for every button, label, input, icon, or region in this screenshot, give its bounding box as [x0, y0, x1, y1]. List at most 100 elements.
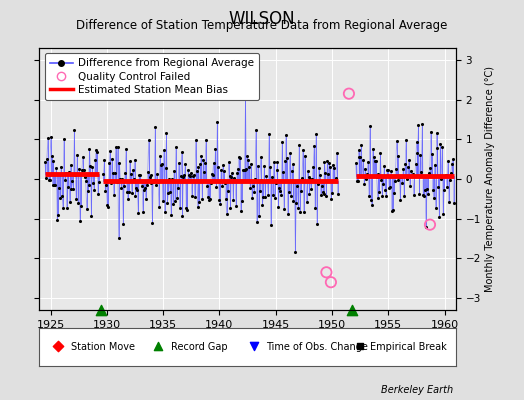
Point — [223, 188, 232, 194]
Point — [81, 174, 89, 180]
Point — [83, 188, 92, 194]
Text: Station Move: Station Move — [71, 342, 135, 352]
Point — [297, 187, 305, 194]
Point — [248, 195, 256, 201]
Point — [105, 160, 113, 166]
Point — [198, 196, 206, 202]
Point — [443, 184, 451, 190]
Point — [55, 184, 63, 191]
Point — [149, 178, 158, 185]
Point — [308, 175, 316, 182]
Point — [60, 136, 68, 142]
Point — [145, 137, 153, 143]
Point — [253, 218, 261, 225]
Point — [217, 167, 225, 174]
Point — [45, 177, 53, 183]
Point — [257, 176, 266, 183]
Point — [241, 166, 249, 173]
Point — [116, 176, 125, 182]
Point — [66, 198, 74, 205]
Point — [154, 178, 162, 185]
Point — [277, 192, 286, 198]
Point — [99, 170, 107, 177]
Point — [401, 161, 409, 167]
Point — [447, 161, 456, 167]
Point — [204, 194, 212, 201]
Point — [332, 175, 340, 182]
Point — [376, 150, 385, 156]
Point — [388, 208, 396, 214]
Point — [129, 176, 138, 182]
Point — [220, 168, 228, 174]
Point — [90, 187, 99, 194]
Point — [104, 204, 112, 210]
Point — [268, 174, 276, 180]
Point — [176, 205, 184, 211]
Point — [287, 193, 295, 200]
Point — [432, 129, 441, 136]
Point — [307, 186, 315, 192]
Point — [122, 146, 130, 152]
Point — [230, 174, 238, 181]
Point — [225, 173, 234, 180]
Point — [132, 185, 140, 191]
Point — [134, 210, 143, 216]
Point — [329, 162, 337, 168]
Point — [89, 180, 97, 187]
Point — [160, 208, 169, 215]
Point — [71, 171, 80, 178]
Point — [385, 185, 393, 192]
Point — [147, 180, 156, 186]
Point — [304, 174, 313, 180]
Point — [121, 170, 129, 176]
Point — [72, 196, 80, 203]
Point — [203, 183, 211, 190]
Point — [159, 198, 167, 204]
Point — [245, 164, 254, 170]
Point — [260, 163, 268, 169]
Point — [386, 184, 394, 191]
Point — [417, 169, 425, 175]
Point — [442, 172, 450, 178]
Point — [41, 159, 49, 166]
Point — [300, 209, 308, 216]
Point — [310, 143, 319, 150]
Point — [169, 201, 177, 207]
Point — [164, 190, 172, 196]
Point — [356, 343, 364, 350]
Point — [69, 185, 78, 192]
Point — [165, 176, 173, 182]
Point — [419, 192, 428, 199]
Point — [159, 147, 168, 154]
Point — [358, 172, 366, 179]
Point — [354, 147, 363, 153]
Point — [356, 154, 365, 160]
Point — [124, 196, 132, 202]
Point — [415, 191, 423, 198]
Point — [47, 153, 56, 159]
Point — [161, 165, 170, 171]
Point — [237, 208, 245, 214]
Point — [177, 149, 185, 156]
Point — [241, 94, 249, 100]
Point — [80, 167, 88, 173]
Point — [431, 204, 440, 211]
Point — [357, 142, 366, 148]
Point — [249, 343, 258, 350]
Point — [296, 209, 304, 216]
Point — [278, 139, 286, 146]
Point — [445, 176, 454, 183]
Point — [375, 189, 384, 196]
Point — [368, 202, 376, 208]
Point — [153, 171, 161, 178]
Point — [108, 170, 117, 176]
Point — [97, 307, 105, 313]
Point — [360, 180, 368, 187]
Point — [383, 167, 391, 174]
Point — [437, 176, 445, 182]
Point — [133, 186, 141, 193]
Point — [196, 161, 204, 167]
Point — [249, 183, 257, 189]
Point — [82, 206, 91, 213]
Point — [428, 150, 436, 157]
